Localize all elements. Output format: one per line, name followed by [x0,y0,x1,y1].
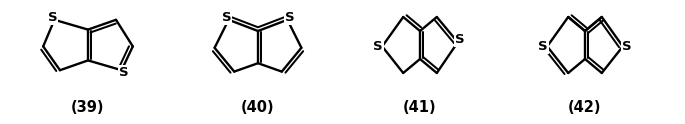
Text: (41): (41) [403,100,437,115]
Text: S: S [622,40,632,53]
Text: S: S [222,11,232,24]
Text: S: S [373,40,383,53]
Text: S: S [47,11,58,24]
Text: (40): (40) [241,100,275,115]
Text: S: S [538,40,548,53]
Text: S: S [455,33,464,46]
Text: S: S [284,11,295,24]
Text: (39): (39) [71,100,105,115]
Text: S: S [119,66,128,79]
Text: (42): (42) [569,100,601,115]
